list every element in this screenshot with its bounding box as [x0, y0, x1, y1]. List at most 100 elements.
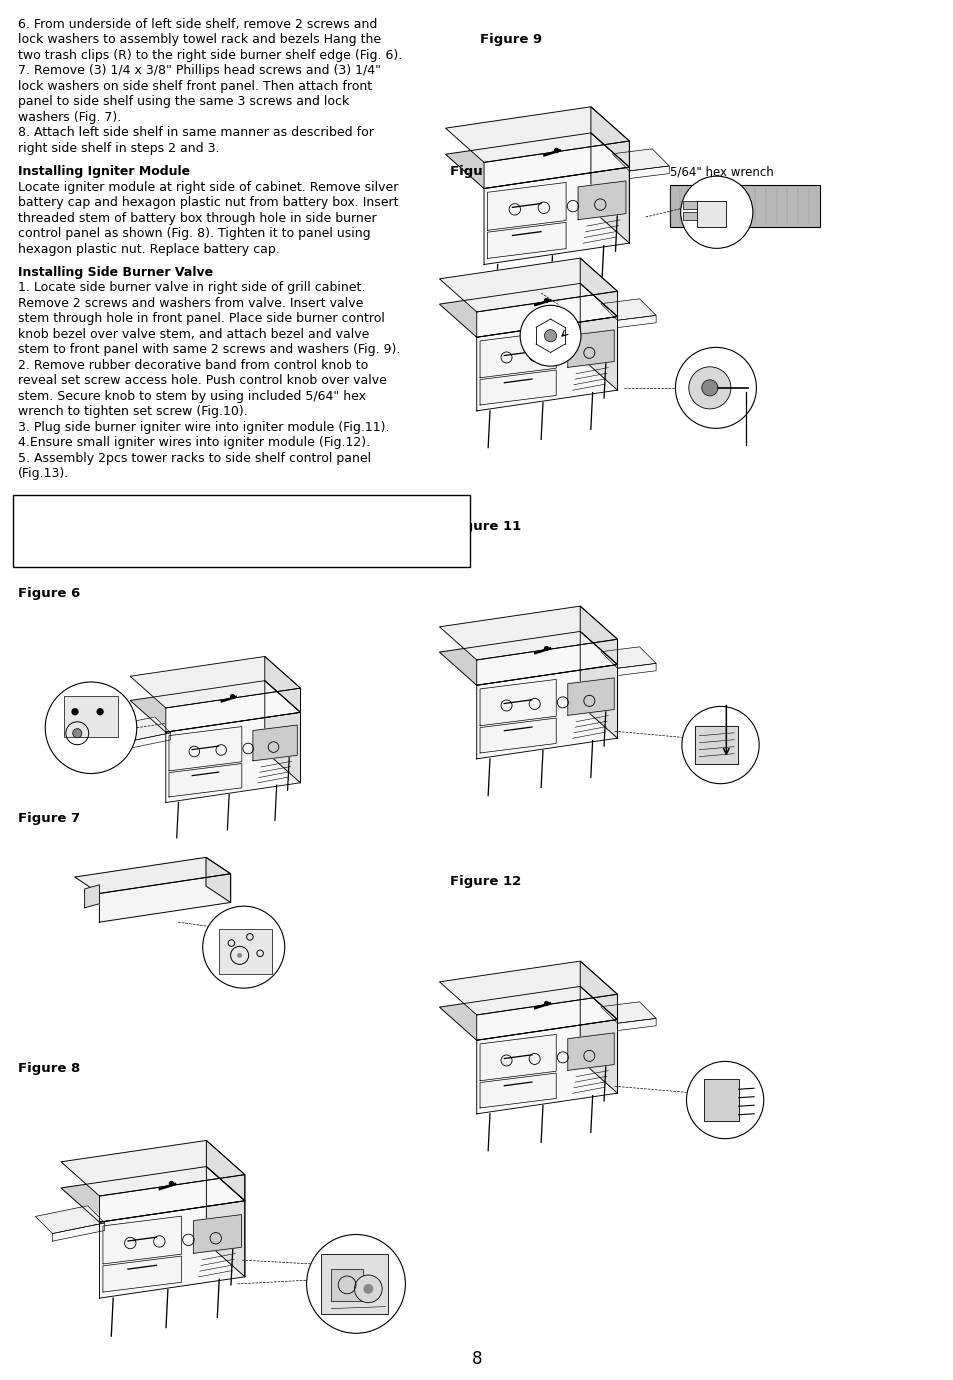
Polygon shape	[439, 987, 617, 1041]
Polygon shape	[579, 632, 617, 738]
Polygon shape	[169, 763, 241, 796]
Circle shape	[519, 305, 580, 366]
Text: When you have finished assembling grill, make: When you have finished assembling grill,…	[30, 505, 327, 519]
Polygon shape	[476, 639, 617, 686]
Polygon shape	[487, 222, 565, 258]
Text: hexagon plastic nut. Replace battery cap.: hexagon plastic nut. Replace battery cap…	[18, 243, 279, 255]
Text: battery cap and hexagon plastic nut from battery box. Insert: battery cap and hexagon plastic nut from…	[18, 196, 398, 210]
Polygon shape	[579, 283, 617, 391]
Polygon shape	[61, 1140, 245, 1196]
Text: Figure 7: Figure 7	[18, 813, 80, 825]
Polygon shape	[479, 1035, 556, 1081]
Polygon shape	[35, 1206, 105, 1234]
Polygon shape	[253, 724, 297, 760]
Polygon shape	[439, 258, 617, 312]
Circle shape	[355, 1275, 382, 1303]
Text: 1. Locate side burner valve in right side of grill cabinet.: 1. Locate side burner valve in right sid…	[18, 282, 365, 294]
Polygon shape	[479, 679, 556, 726]
Polygon shape	[265, 680, 300, 782]
Bar	[669, 185, 819, 228]
Polygon shape	[476, 291, 617, 337]
Text: 8. Attach left side shelf in same manner as described for: 8. Attach left side shelf in same manner…	[18, 127, 374, 139]
Polygon shape	[617, 1018, 656, 1031]
Text: 8: 8	[471, 1350, 482, 1368]
Circle shape	[363, 1283, 373, 1294]
Polygon shape	[579, 258, 617, 316]
Polygon shape	[479, 718, 556, 753]
Circle shape	[680, 177, 752, 248]
Polygon shape	[612, 149, 669, 171]
Polygon shape	[85, 885, 99, 908]
Polygon shape	[74, 857, 231, 893]
Circle shape	[688, 367, 730, 408]
Bar	[64, 696, 118, 737]
Polygon shape	[52, 1223, 105, 1241]
Polygon shape	[590, 106, 629, 167]
Text: 2. Remove rubber decorative band from control knob to: 2. Remove rubber decorative band from co…	[18, 359, 368, 373]
Text: 6. From underside of left side shelf, remove 2 screws and: 6. From underside of left side shelf, re…	[18, 18, 377, 30]
Polygon shape	[600, 1002, 656, 1023]
Polygon shape	[579, 987, 617, 1093]
Circle shape	[71, 708, 78, 715]
Polygon shape	[99, 874, 231, 922]
Circle shape	[686, 1061, 763, 1138]
Polygon shape	[579, 960, 617, 1020]
Text: Figure 9: Figure 9	[479, 33, 541, 47]
Polygon shape	[483, 167, 629, 265]
Polygon shape	[166, 712, 300, 803]
Polygon shape	[206, 1140, 245, 1201]
Text: control panel as shown (Fig. 8). Tighten it to panel using: control panel as shown (Fig. 8). Tighten…	[18, 228, 370, 240]
Circle shape	[701, 380, 718, 396]
Text: washers (Fig. 7).: washers (Fig. 7).	[18, 110, 121, 124]
Circle shape	[306, 1235, 405, 1333]
Bar	[13, 495, 469, 567]
Text: Installing Side Burner Valve: Installing Side Burner Valve	[18, 266, 213, 279]
Polygon shape	[567, 678, 614, 715]
Polygon shape	[445, 132, 629, 189]
Circle shape	[96, 708, 104, 715]
Polygon shape	[579, 606, 617, 665]
Circle shape	[237, 952, 242, 958]
Polygon shape	[193, 1214, 241, 1253]
Text: Figure 11: Figure 11	[449, 520, 520, 533]
Text: Locate igniter module at right side of cabinet. Remove silver: Locate igniter module at right side of c…	[18, 181, 398, 193]
Polygon shape	[99, 1174, 245, 1223]
Polygon shape	[439, 960, 617, 1014]
Polygon shape	[476, 316, 617, 411]
Text: Figure 10: Figure 10	[449, 166, 520, 178]
Polygon shape	[99, 1201, 245, 1299]
Polygon shape	[695, 726, 737, 765]
Circle shape	[45, 682, 136, 774]
Polygon shape	[567, 330, 614, 367]
Circle shape	[544, 330, 556, 342]
Polygon shape	[483, 141, 629, 189]
Text: 7. Remove (3) 1/4 x 3/8" Phillips head screws and (3) 1/4": 7. Remove (3) 1/4 x 3/8" Phillips head s…	[18, 65, 380, 77]
Text: Figure 12: Figure 12	[449, 875, 520, 889]
Polygon shape	[130, 657, 300, 708]
Circle shape	[72, 729, 82, 738]
Text: Figure 6: Figure 6	[18, 586, 80, 600]
Text: knob bezel over valve stem, and attach bezel and valve: knob bezel over valve stem, and attach b…	[18, 328, 369, 341]
Circle shape	[681, 707, 759, 784]
Text: stem through hole in front panel. Place side burner control: stem through hole in front panel. Place …	[18, 312, 384, 326]
Text: right side shelf in steps 2 and 3.: right side shelf in steps 2 and 3.	[18, 142, 219, 155]
Polygon shape	[479, 331, 556, 378]
Polygon shape	[578, 181, 625, 219]
Text: (Fig.13).: (Fig.13).	[18, 468, 70, 480]
Text: lock washers to assembly towel rack and bezels Hang the: lock washers to assembly towel rack and …	[18, 33, 381, 47]
Text: Remove 2 screws and washers from valve. Insert valve: Remove 2 screws and washers from valve. …	[18, 297, 363, 310]
Text: panel to side shelf using the same 3 screws and lock: panel to side shelf using the same 3 scr…	[18, 95, 349, 109]
Text: Installing Igniter Module: Installing Igniter Module	[18, 166, 190, 178]
Bar	[219, 929, 273, 974]
Text: lock washers on side shelf front panel. Then attach front: lock washers on side shelf front panel. …	[18, 80, 372, 92]
Polygon shape	[103, 1256, 181, 1292]
Text: stem to front panel with same 2 screws and washers (Fig. 9).: stem to front panel with same 2 screws a…	[18, 344, 400, 356]
Polygon shape	[169, 726, 241, 771]
Circle shape	[675, 348, 756, 428]
Bar	[682, 201, 697, 208]
Text: stem. Secure knob to stem by using included 5/64" hex: stem. Secure knob to stem by using inclu…	[18, 391, 366, 403]
Bar	[703, 1079, 738, 1122]
Polygon shape	[567, 1032, 614, 1071]
Polygon shape	[439, 632, 617, 686]
Text: threaded stem of battery box through hole in side burner: threaded stem of battery box through hol…	[18, 211, 376, 225]
